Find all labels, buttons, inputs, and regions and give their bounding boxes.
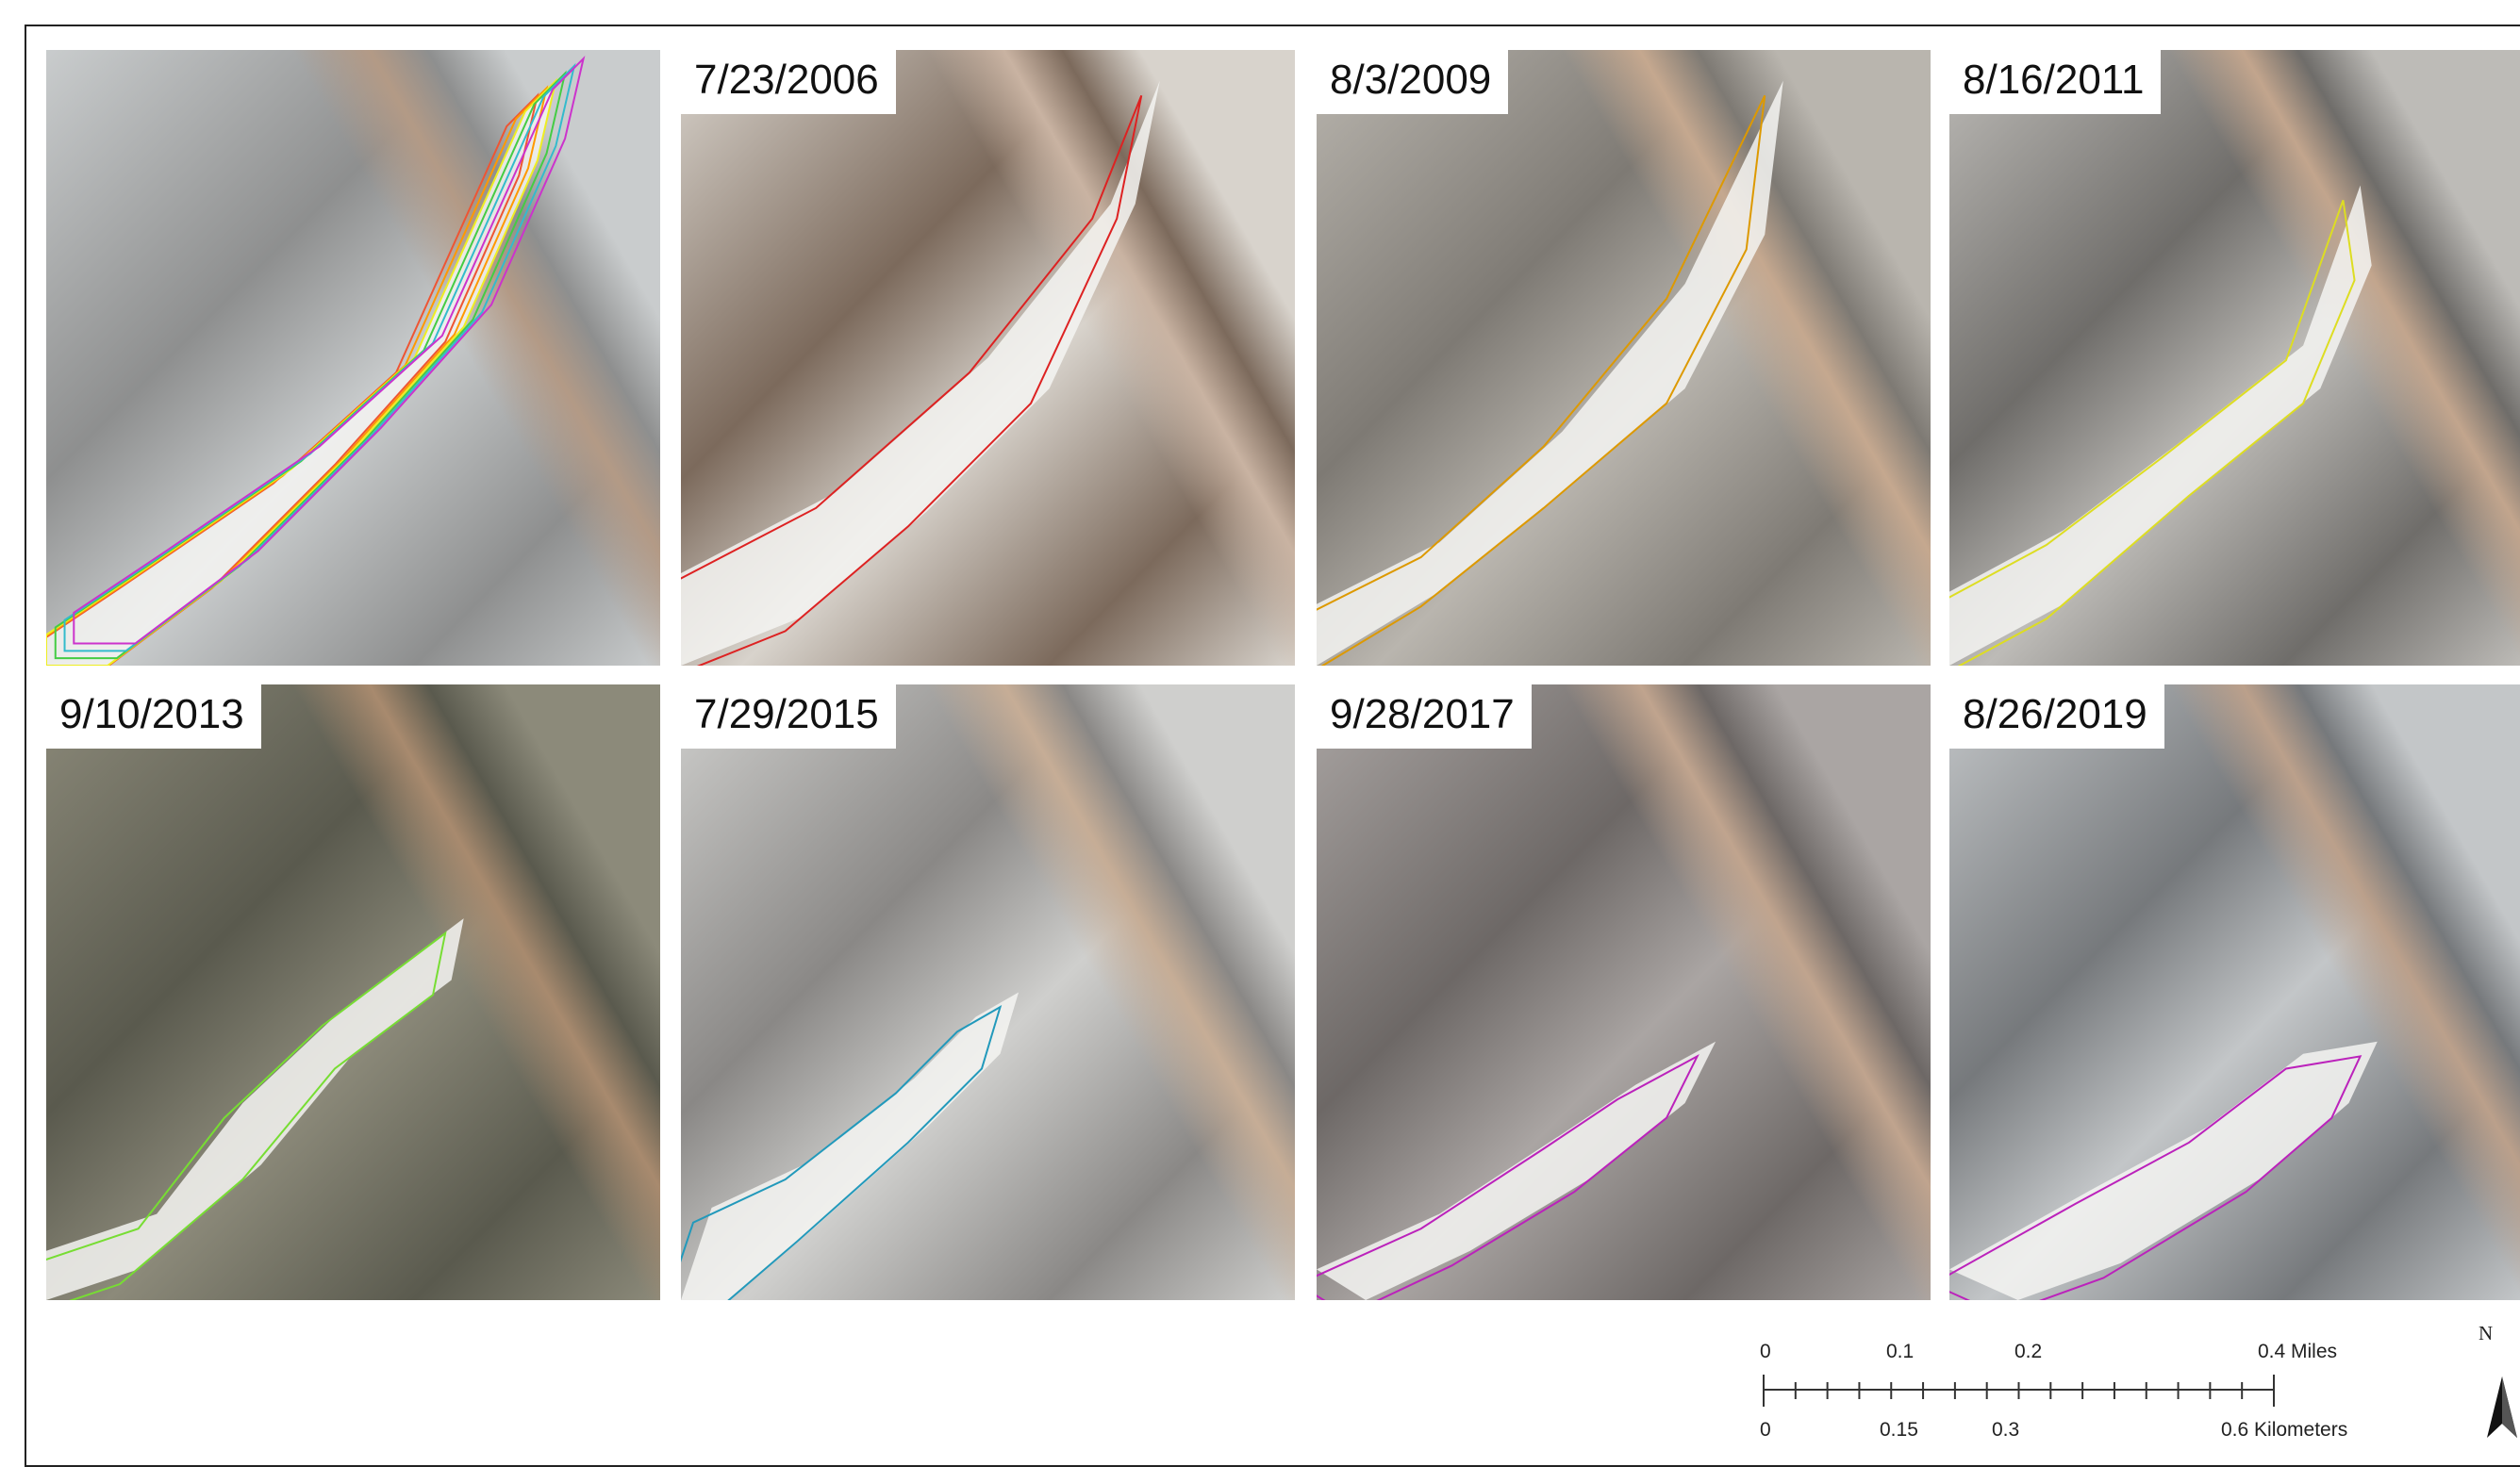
glacier-outline (74, 58, 583, 643)
imagery-panel: 8/16/2011 (1949, 50, 2520, 666)
date-label: 8/16/2011 (1949, 50, 2161, 114)
glacier-overlay (1949, 684, 2520, 1300)
imagery-panel: 9/10/2013 (46, 684, 660, 1300)
snow-field (1317, 81, 1783, 666)
imagery-panel: 8/26/2019 (1949, 684, 2520, 1300)
imagery-panel: 9/28/2017 (1317, 684, 1931, 1300)
glacier-outline (46, 95, 538, 666)
north-label: N (2479, 1322, 2493, 1345)
page: 7/23/2006 8/3/2009 8/16/2011 9/10/2013 7/29/… (0, 0, 2520, 1449)
date-label: 7/23/2006 (681, 50, 896, 114)
glacier-overlay (1317, 50, 1931, 666)
date-label: 9/10/2013 (46, 684, 261, 749)
glacier-overlay (46, 684, 660, 1300)
scale-label-miles: 0.1 (1886, 1341, 1914, 1363)
glacier-outline (56, 74, 565, 658)
snow-field (1317, 1042, 1716, 1300)
glacier-overlay (1949, 50, 2520, 666)
snow-field (681, 81, 1160, 666)
imagery-panel: 7/29/2015 (681, 684, 1295, 1300)
date-label: 7/29/2015 (681, 684, 896, 749)
date-label: 9/28/2017 (1317, 684, 1532, 749)
scale-label-km: 0 (1760, 1419, 1771, 1442)
snow-field (1949, 186, 2372, 666)
date-label: 8/26/2019 (1949, 684, 2164, 749)
glacier-overlay (681, 50, 1295, 666)
glacier-outline (46, 81, 555, 666)
glacier-overlay (681, 684, 1295, 1300)
snow-field (46, 81, 555, 666)
scale-label-km: 0.3 (1992, 1419, 2019, 1442)
scale-label-miles: 0.4 Miles (2258, 1341, 2337, 1363)
glacier-outline (46, 88, 547, 666)
snow-field (46, 918, 464, 1300)
snow-field (681, 993, 1019, 1301)
imagery-panel: 7/23/2006 (681, 50, 1295, 666)
scale-label-miles: 0.2 (2014, 1341, 2042, 1363)
snow-field (1949, 1042, 2378, 1300)
glacier-overlay (1317, 684, 1931, 1300)
scale-label-km: 0.15 (1880, 1419, 1918, 1442)
glacier-outline (65, 66, 574, 651)
imagery-panel: 8/3/2009 (1317, 50, 1931, 666)
glacier-overlay (46, 50, 660, 666)
scale-label-km: 0.6 Kilometers (2221, 1419, 2347, 1442)
date-label: 8/3/2009 (1317, 50, 1508, 114)
scale-label-miles: 0 (1760, 1341, 1771, 1363)
imagery-panel (46, 50, 660, 666)
